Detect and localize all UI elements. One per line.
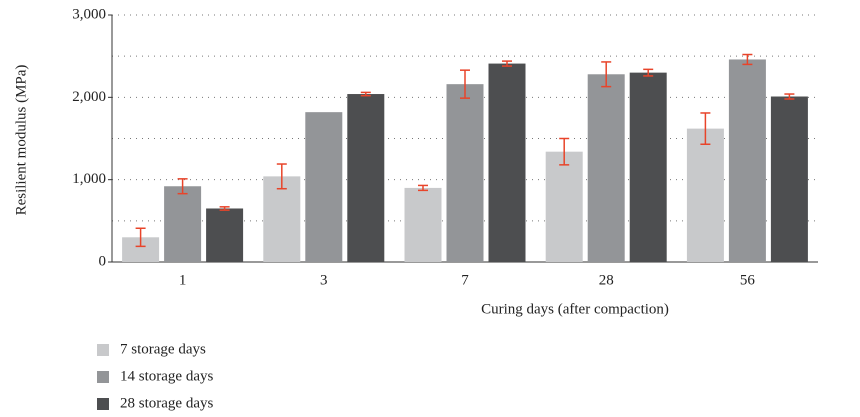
legend-label: 7 storage days [120, 341, 206, 357]
error-bar [177, 178, 188, 195]
error-bar [700, 112, 711, 146]
bar [164, 186, 202, 262]
bar [770, 96, 808, 262]
error-bar [502, 60, 512, 67]
bar [686, 128, 724, 262]
error-bar [276, 163, 287, 190]
y-tick-label: 0 [99, 253, 107, 269]
error-bar [360, 91, 371, 97]
y-tick-label: 1,000 [72, 171, 106, 187]
y-tick-label: 3,000 [72, 6, 106, 22]
error-bar [219, 206, 230, 211]
bar [404, 187, 442, 262]
error-bar [601, 61, 612, 88]
legend-swatch [97, 398, 109, 410]
bar [545, 151, 583, 262]
error-bar [742, 53, 753, 66]
bar [587, 74, 625, 262]
y-axis-label: Resilient modulus (MPa) [13, 65, 29, 216]
x-tick-label: 1 [179, 272, 187, 288]
x-tick-label: 7 [461, 272, 469, 288]
x-axis-label: Curing days (after compaction) [481, 301, 669, 317]
bar [629, 72, 667, 262]
legend-label: 28 storage days [120, 395, 213, 411]
error-bar [460, 69, 470, 99]
error-bar [418, 184, 428, 192]
bar [347, 94, 385, 262]
y-tick-label: 2,000 [72, 89, 106, 105]
bar [488, 63, 526, 263]
bar [305, 112, 343, 262]
bar [263, 176, 301, 262]
bar [728, 59, 766, 263]
x-tick-label: 28 [599, 272, 614, 288]
legend-label: 14 storage days [120, 368, 213, 384]
bar [446, 84, 484, 262]
error-bar [643, 68, 654, 77]
x-tick-label: 3 [320, 272, 328, 288]
error-bar [784, 93, 795, 100]
error-bar [559, 137, 570, 166]
error-bar [135, 227, 146, 248]
legend-swatch [97, 371, 109, 383]
x-tick-label: 56 [740, 272, 756, 288]
legend-swatch [97, 344, 109, 356]
bar [206, 208, 244, 262]
